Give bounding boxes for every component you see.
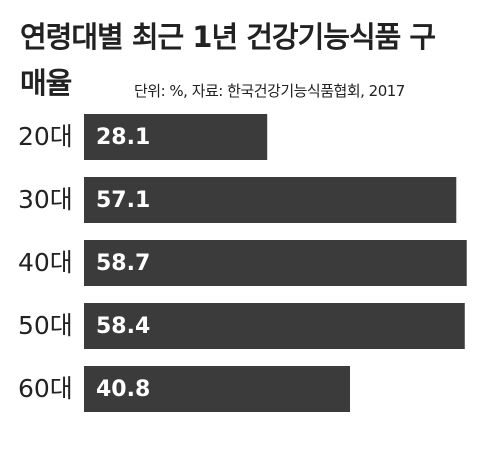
chart-title: 연령대별 최근 1년 건강기능식품 구매율 xyxy=(20,20,436,100)
category-label: 50대 xyxy=(18,311,73,340)
category-label: 40대 xyxy=(18,248,73,277)
chart-subtitle: 단위: %, 자료: 한국건강기능식품협회, 2017 xyxy=(134,82,405,100)
value-label: 28.1 xyxy=(96,125,150,150)
category-label: 20대 xyxy=(18,122,73,151)
bar xyxy=(84,240,467,286)
bar xyxy=(84,303,465,349)
value-label: 58.7 xyxy=(96,251,150,276)
bar xyxy=(84,177,457,223)
bar xyxy=(84,366,351,412)
value-label: 40.8 xyxy=(96,377,150,402)
category-label: 30대 xyxy=(18,185,73,214)
value-label: 57.1 xyxy=(96,188,150,213)
bar xyxy=(84,114,268,160)
value-label: 58.4 xyxy=(96,314,150,339)
category-label: 60대 xyxy=(18,374,73,403)
